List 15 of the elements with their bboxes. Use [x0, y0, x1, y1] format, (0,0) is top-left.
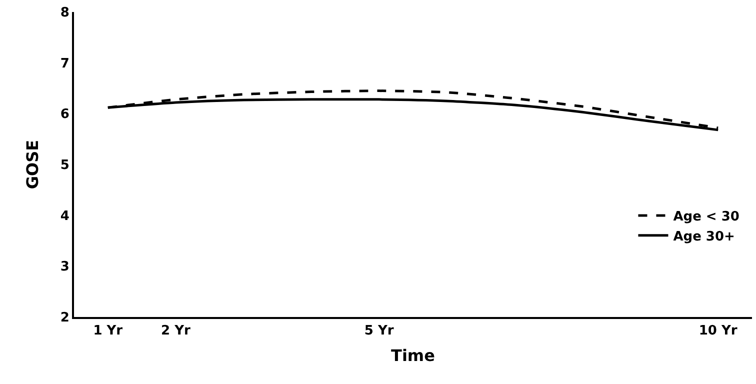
x-tick-label: 10 Yr	[698, 324, 738, 339]
x-tick-label: 1 Yr	[93, 324, 124, 339]
y-tick-label: 5	[60, 158, 70, 174]
y-tick-label: 6	[60, 107, 70, 122]
y-tick-label: 4	[60, 208, 70, 224]
y-tick-label: 8	[60, 6, 70, 21]
y-tick-label: 2	[60, 310, 70, 326]
legend-label: Age 30+	[673, 229, 735, 244]
y-axis-title: GOSE	[22, 140, 42, 190]
y-tick-label: 7	[60, 56, 70, 72]
legend-label: Age < 30	[673, 210, 740, 225]
y-tick-label: 3	[60, 260, 70, 275]
x-tick-label: 5 Yr	[364, 324, 394, 339]
x-axis-title: Time	[391, 346, 436, 365]
x-tick-label: 2 Yr	[160, 324, 191, 339]
